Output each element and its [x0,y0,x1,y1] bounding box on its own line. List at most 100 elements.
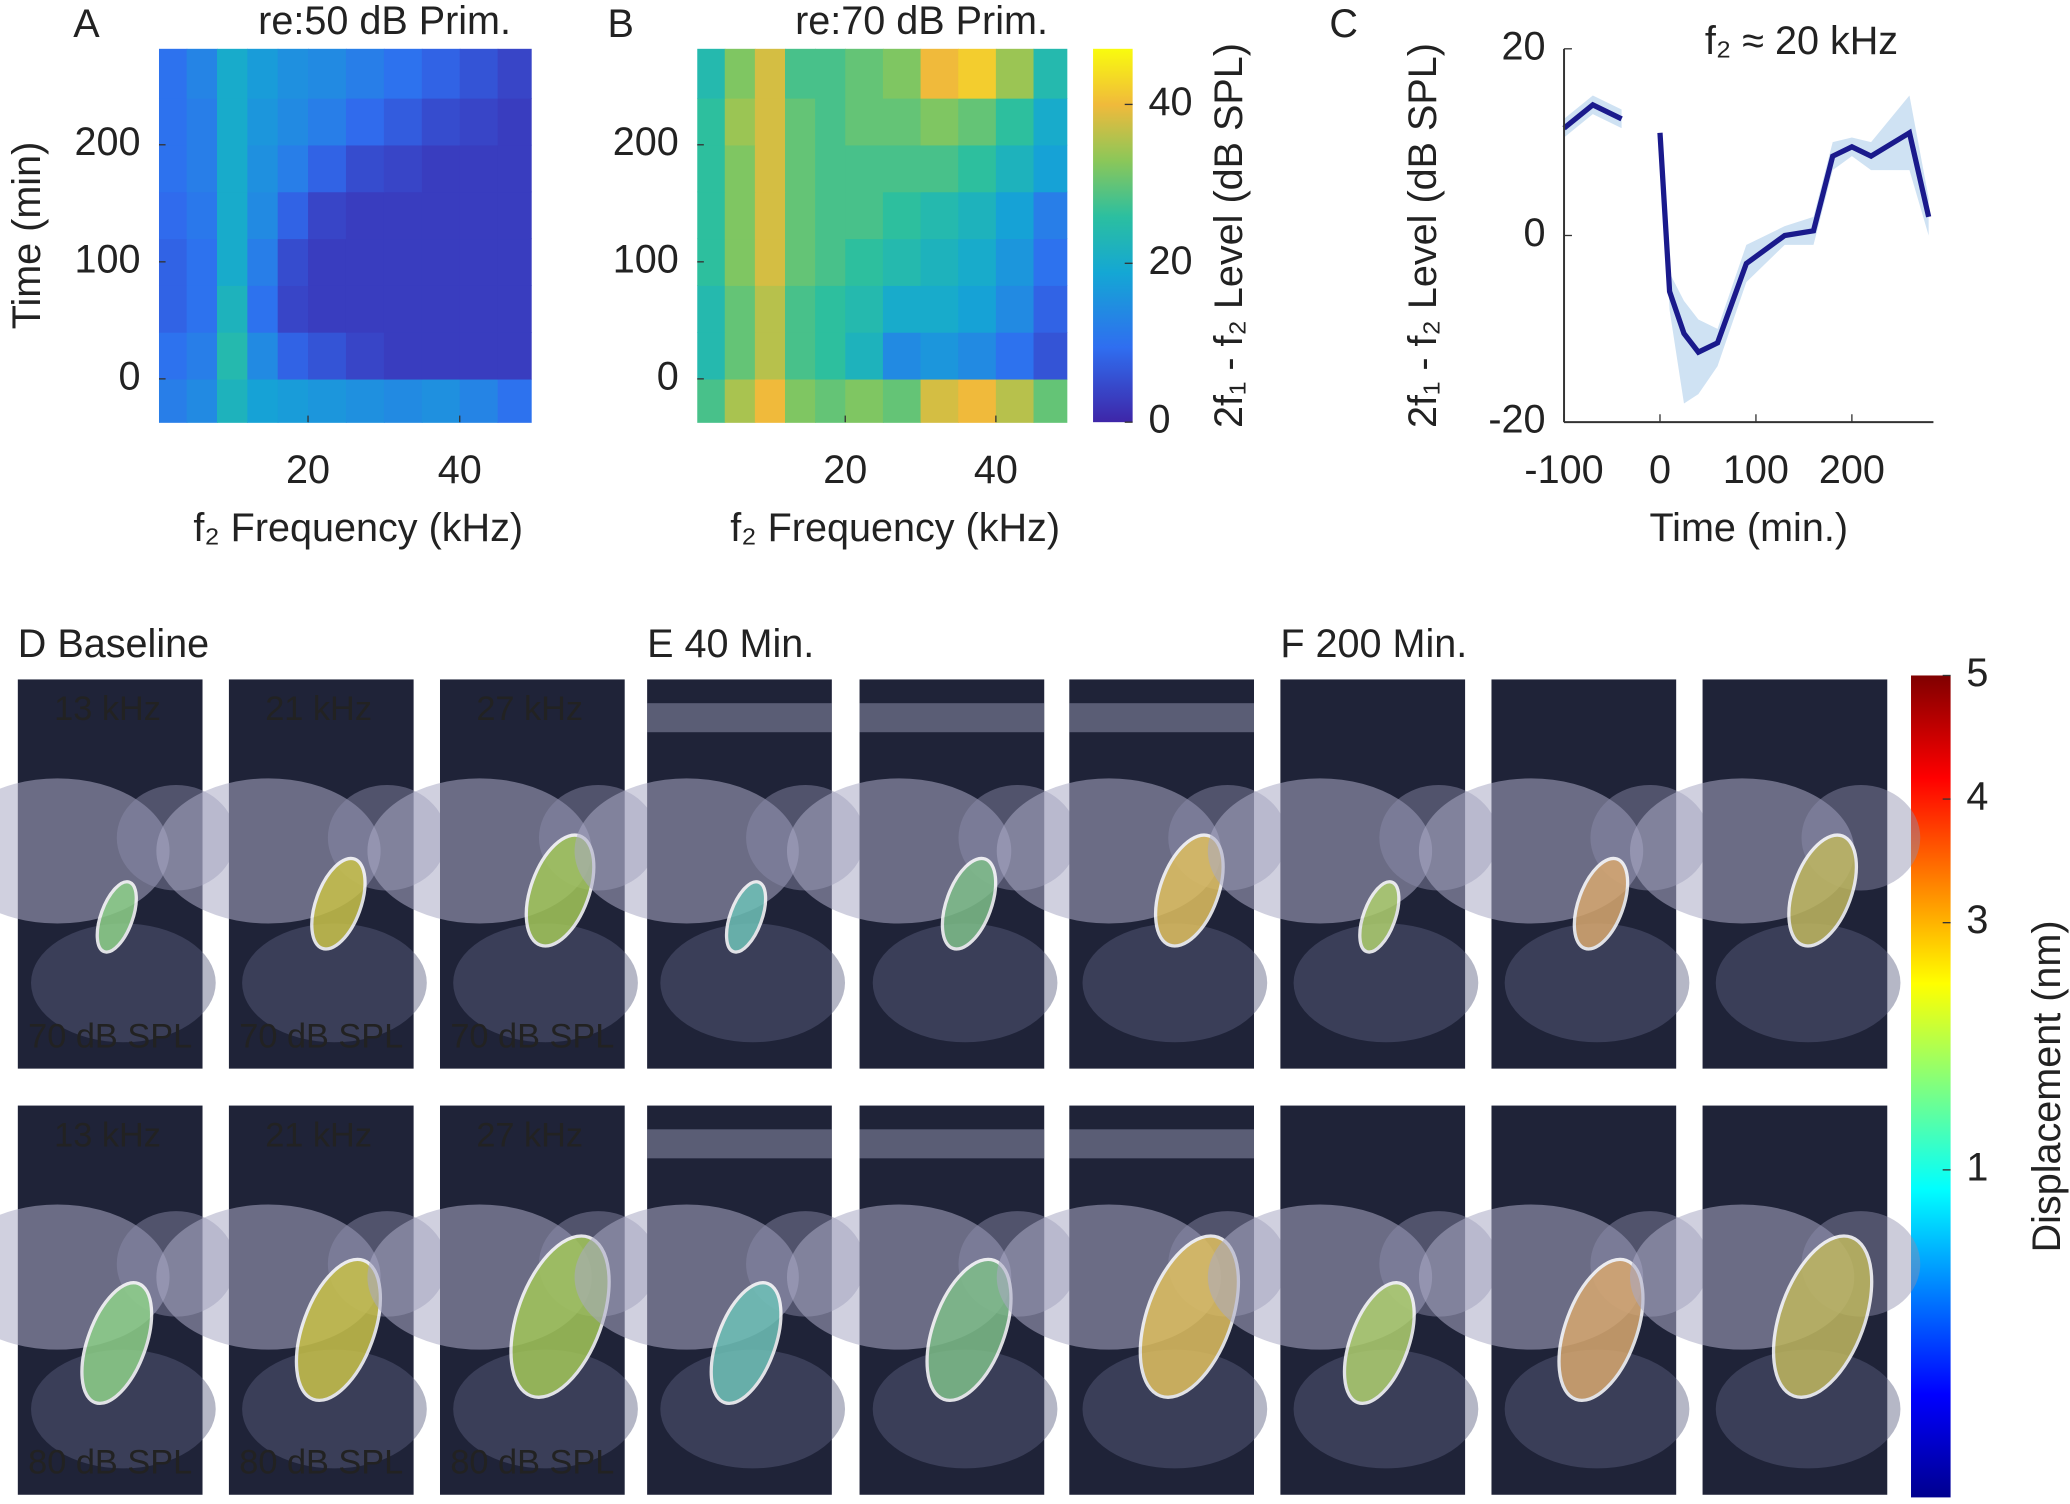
heatmap-cell [186,97,218,146]
image-tissue [1504,923,1690,1043]
heatmap-cell [882,97,922,146]
heatmap-cell [421,97,461,146]
heatmap-cell [754,238,786,286]
heatmap-cell [995,378,1035,423]
heatmap-cell [421,378,461,423]
heatmap-cell [497,238,532,286]
confidence-band [1659,95,1929,404]
heatmap-cell [186,144,218,193]
displacement-blob [1557,1257,1645,1402]
heatmap-cell [815,285,846,333]
y-tick-label: -20 [1488,398,1545,442]
heatmap-cell [754,97,786,146]
image-tissue [1293,923,1479,1043]
heatmap-cell [958,332,997,380]
colorbar-tick-label: 3 [1966,898,1988,942]
heatmap-cell [383,378,423,423]
chart-title: re:70 dB Prim. [795,0,1048,43]
heatmap-cell [724,191,756,240]
heatmap-cell [247,97,279,146]
colorbar [1093,48,1133,423]
heatmap-cell [754,285,786,333]
heatmap-cell [217,144,249,193]
heatmap-cell [845,144,884,193]
heatmap-cell [697,332,726,380]
x-tick-label: 20 [823,448,867,492]
colorbar-tick-label: 5 [1966,651,1988,695]
image-band [647,703,832,733]
heatmap-cell [186,238,218,286]
heatmap-cell [1033,378,1068,423]
image-tissue [1082,1349,1268,1469]
heatmap-cell [1033,48,1068,99]
heatmap-cell [186,191,218,240]
x-tick-label: 20 [286,448,330,492]
heatmap-cell [345,378,385,423]
y-tick-label: 100 [613,237,679,281]
heatmap-cell [882,332,922,380]
frequency-label: 21 kHz [265,690,372,728]
heatmap-cell [459,332,499,380]
heatmap-cell [421,332,461,380]
heatmap-cell [754,378,786,423]
heatmap-cell [995,144,1035,193]
heatmap-cell [277,48,309,99]
image-tissue [453,1349,638,1469]
heatmap-cell [186,378,218,423]
heatmap-cell [421,285,461,333]
heatmap-cell [158,378,188,423]
heatmap-cell [497,97,532,146]
heatmap-cell [247,332,279,380]
heatmap-cell [815,48,846,99]
heatmap-cell [383,48,423,99]
heatmap-cell [277,191,309,240]
heatmap-cell [958,378,997,423]
image-tissue [1082,923,1268,1043]
x-tick-label: 100 [1723,448,1789,492]
displacement-blob [1771,1234,1874,1399]
heatmap-cell [421,191,461,240]
heatmap-cell [995,48,1035,99]
heatmap-cell [217,378,249,423]
frequency-label: 13 kHz [54,690,161,728]
heatmap-cell [995,191,1035,240]
heatmap-cell [920,144,959,193]
heatmap-cell [308,238,347,286]
heatmap-cell [882,48,922,99]
heatmap-cell [308,191,347,240]
heatmap-cell [247,48,279,99]
displacement-blob [80,1281,154,1406]
heatmap-cell [882,191,922,240]
heatmap-cell [882,144,922,193]
y-tick-label: 20 [1502,24,1546,68]
heatmap-cell [158,97,188,146]
colorbar-tick-label: 0 [1148,398,1170,442]
heatmap-cell [920,378,959,423]
heatmap-cell [459,97,499,146]
heatmap-cell [186,285,218,333]
level-label: 70 dB SPL [450,1017,614,1055]
image-tissue [872,923,1058,1043]
heatmap-cell [815,144,846,193]
displacement-blob [1572,856,1630,951]
heatmap-cell [497,378,532,423]
image-tissue [242,1349,427,1469]
image-tissue [31,1349,216,1469]
heatmap-cell [845,48,884,99]
image-band [859,703,1045,733]
heatmap-cell [497,332,532,380]
image-tissue [872,1349,1058,1469]
displacement-blob [1342,1281,1416,1406]
heatmap-cell [920,285,959,333]
heatmap-cell [958,191,997,240]
heatmap-cell [882,285,922,333]
level-label: 80 dB SPL [239,1443,403,1481]
heatmap-cell [958,97,997,146]
colorbar-tick-label: 1 [1966,1145,1988,1189]
heatmap-cell [754,144,786,193]
heatmap-cell [920,97,959,146]
image-tissue [1207,778,1433,924]
heatmap-cell [308,144,347,193]
displacement-blob [294,1257,382,1402]
